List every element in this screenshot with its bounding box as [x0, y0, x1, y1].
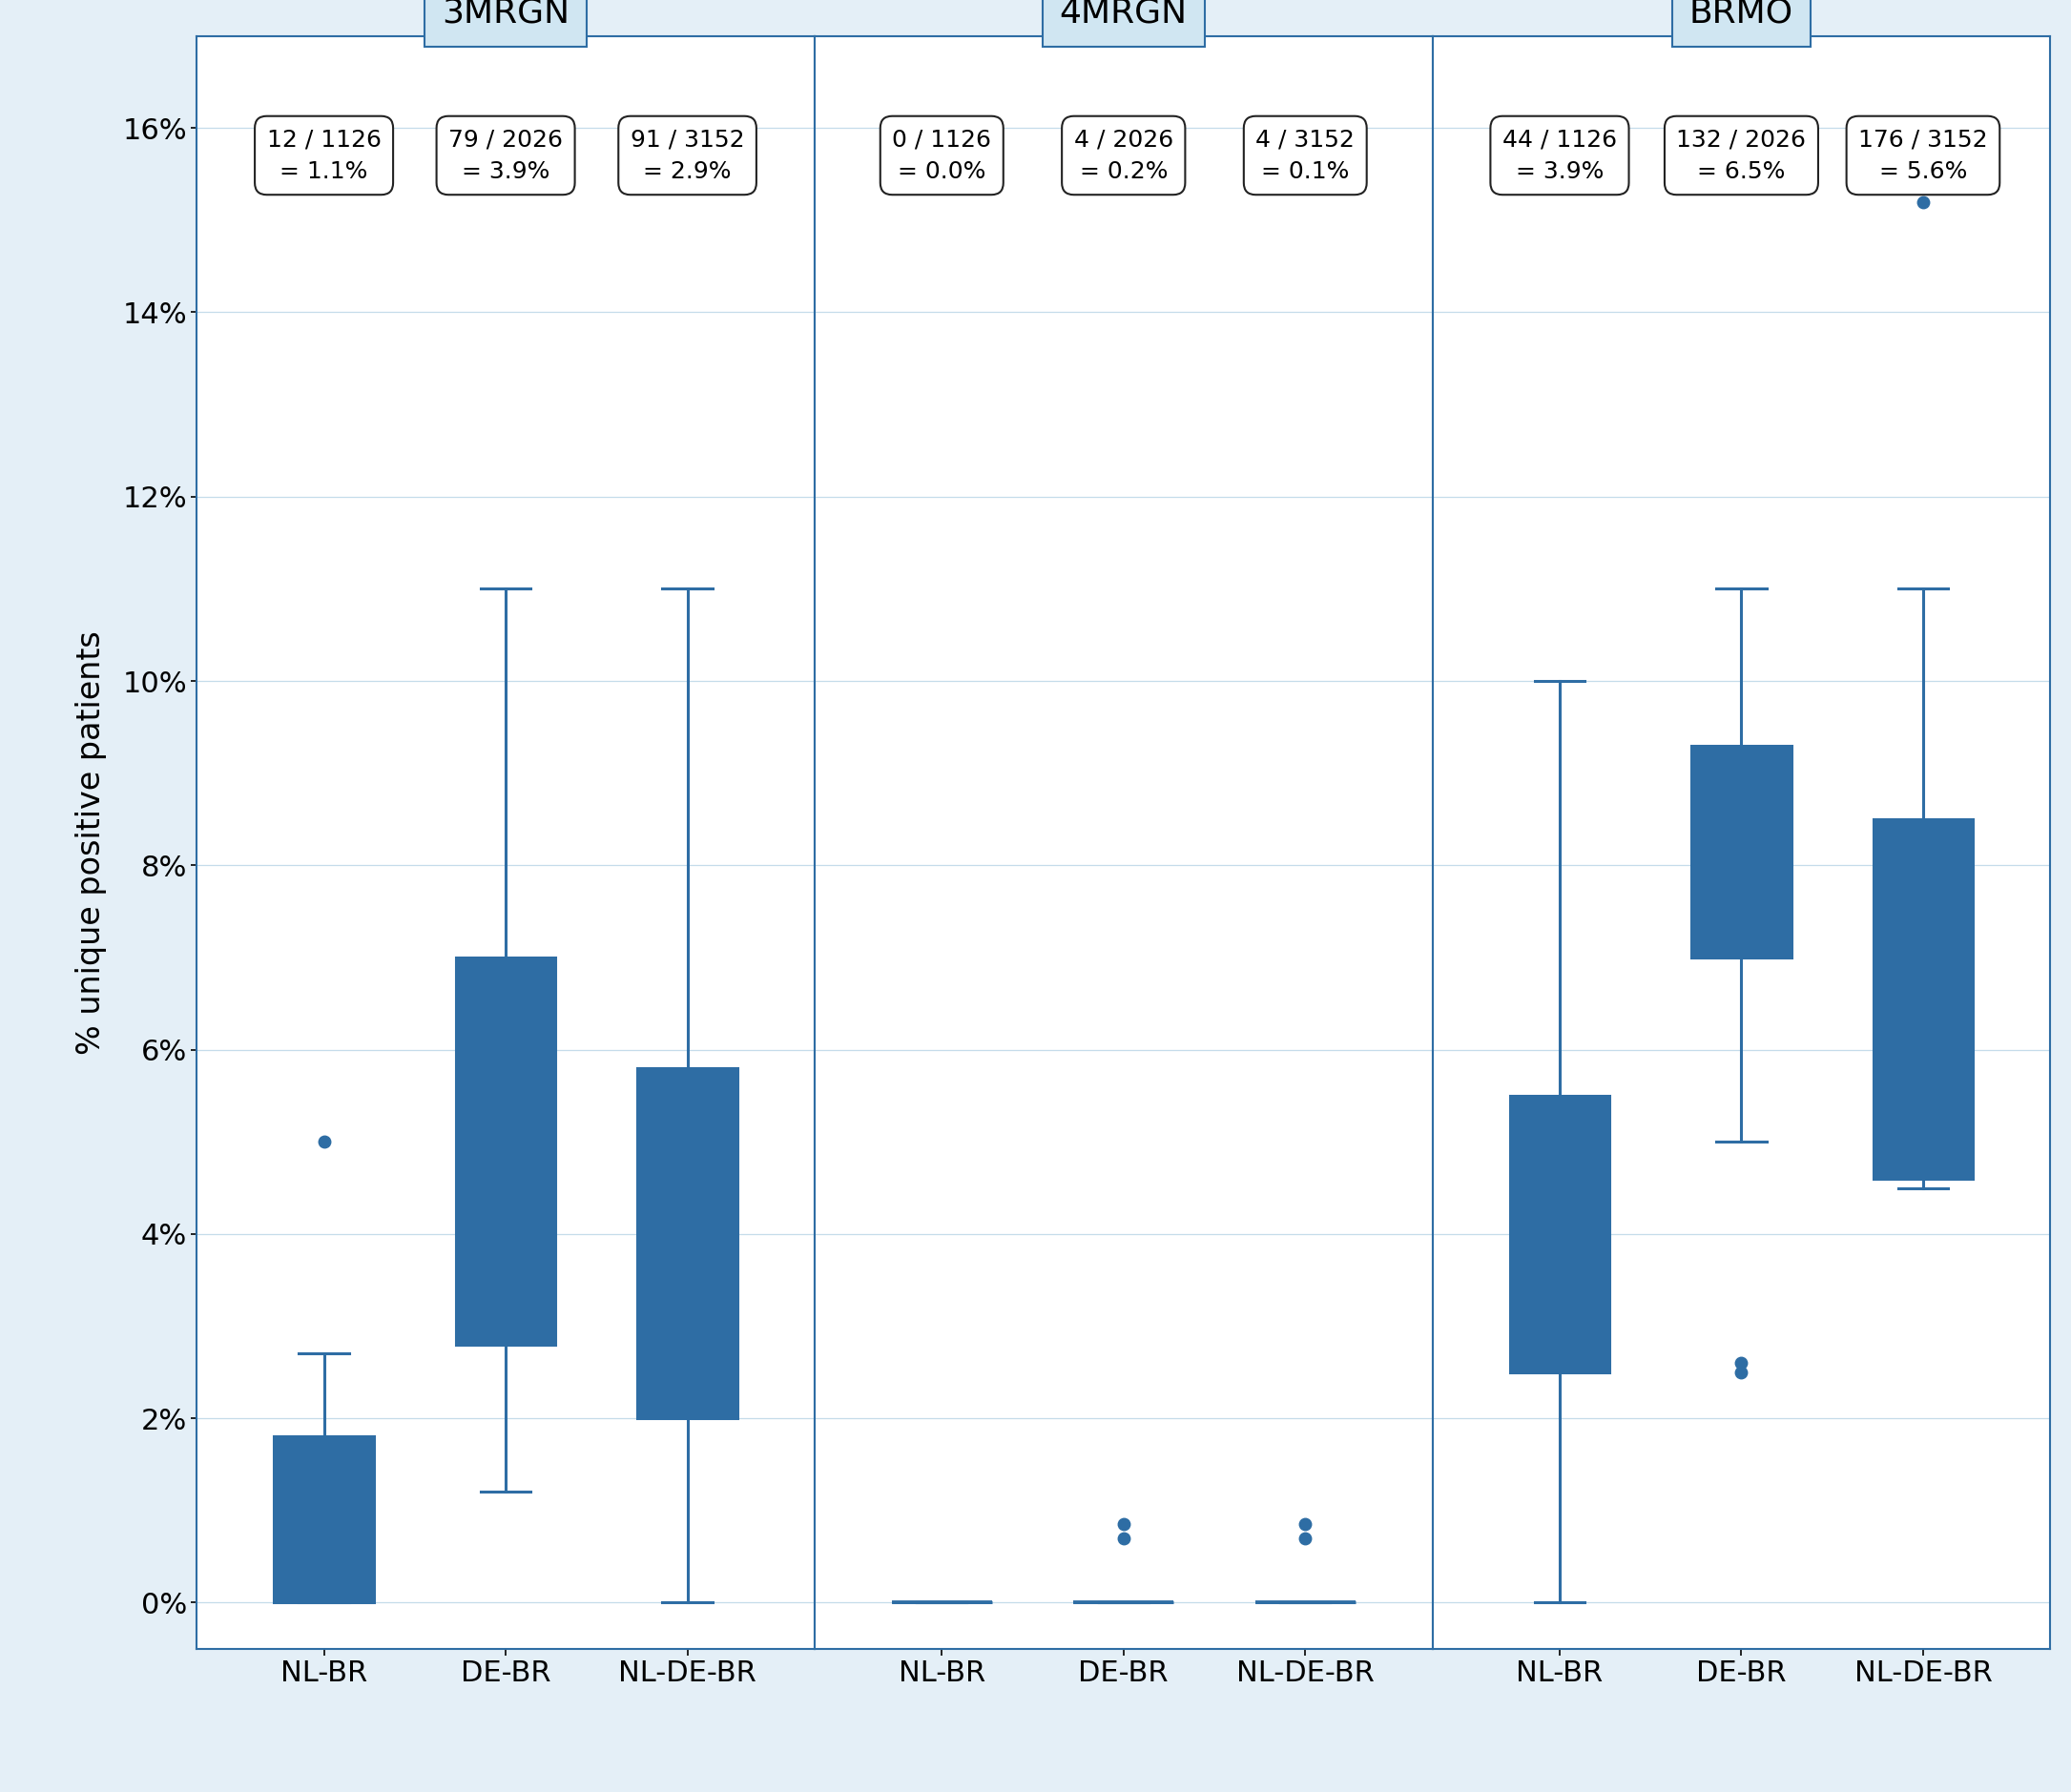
PathPatch shape: [638, 1068, 737, 1417]
PathPatch shape: [273, 1437, 375, 1602]
Title: 3MRGN: 3MRGN: [441, 0, 570, 29]
Text: 44 / 1126
= 3.9%: 44 / 1126 = 3.9%: [1501, 127, 1617, 183]
PathPatch shape: [1872, 819, 1974, 1179]
PathPatch shape: [1510, 1095, 1609, 1373]
Text: 176 / 3152
= 5.6%: 176 / 3152 = 5.6%: [1858, 127, 1988, 183]
Text: 79 / 2026
= 3.9%: 79 / 2026 = 3.9%: [449, 127, 563, 183]
Y-axis label: % unique positive patients: % unique positive patients: [75, 631, 106, 1054]
Text: 4 / 3152
= 0.1%: 4 / 3152 = 0.1%: [1255, 127, 1354, 183]
Text: 4 / 2026
= 0.2%: 4 / 2026 = 0.2%: [1073, 127, 1174, 183]
Title: BRMO: BRMO: [1690, 0, 1793, 29]
Text: 0 / 1126
= 0.0%: 0 / 1126 = 0.0%: [893, 127, 992, 183]
Text: 12 / 1126
= 1.1%: 12 / 1126 = 1.1%: [267, 127, 381, 183]
PathPatch shape: [456, 957, 555, 1344]
Title: 4MRGN: 4MRGN: [1060, 0, 1187, 29]
Text: 91 / 3152
= 2.9%: 91 / 3152 = 2.9%: [630, 127, 743, 183]
PathPatch shape: [1692, 745, 1791, 957]
Text: 132 / 2026
= 6.5%: 132 / 2026 = 6.5%: [1678, 127, 1806, 183]
